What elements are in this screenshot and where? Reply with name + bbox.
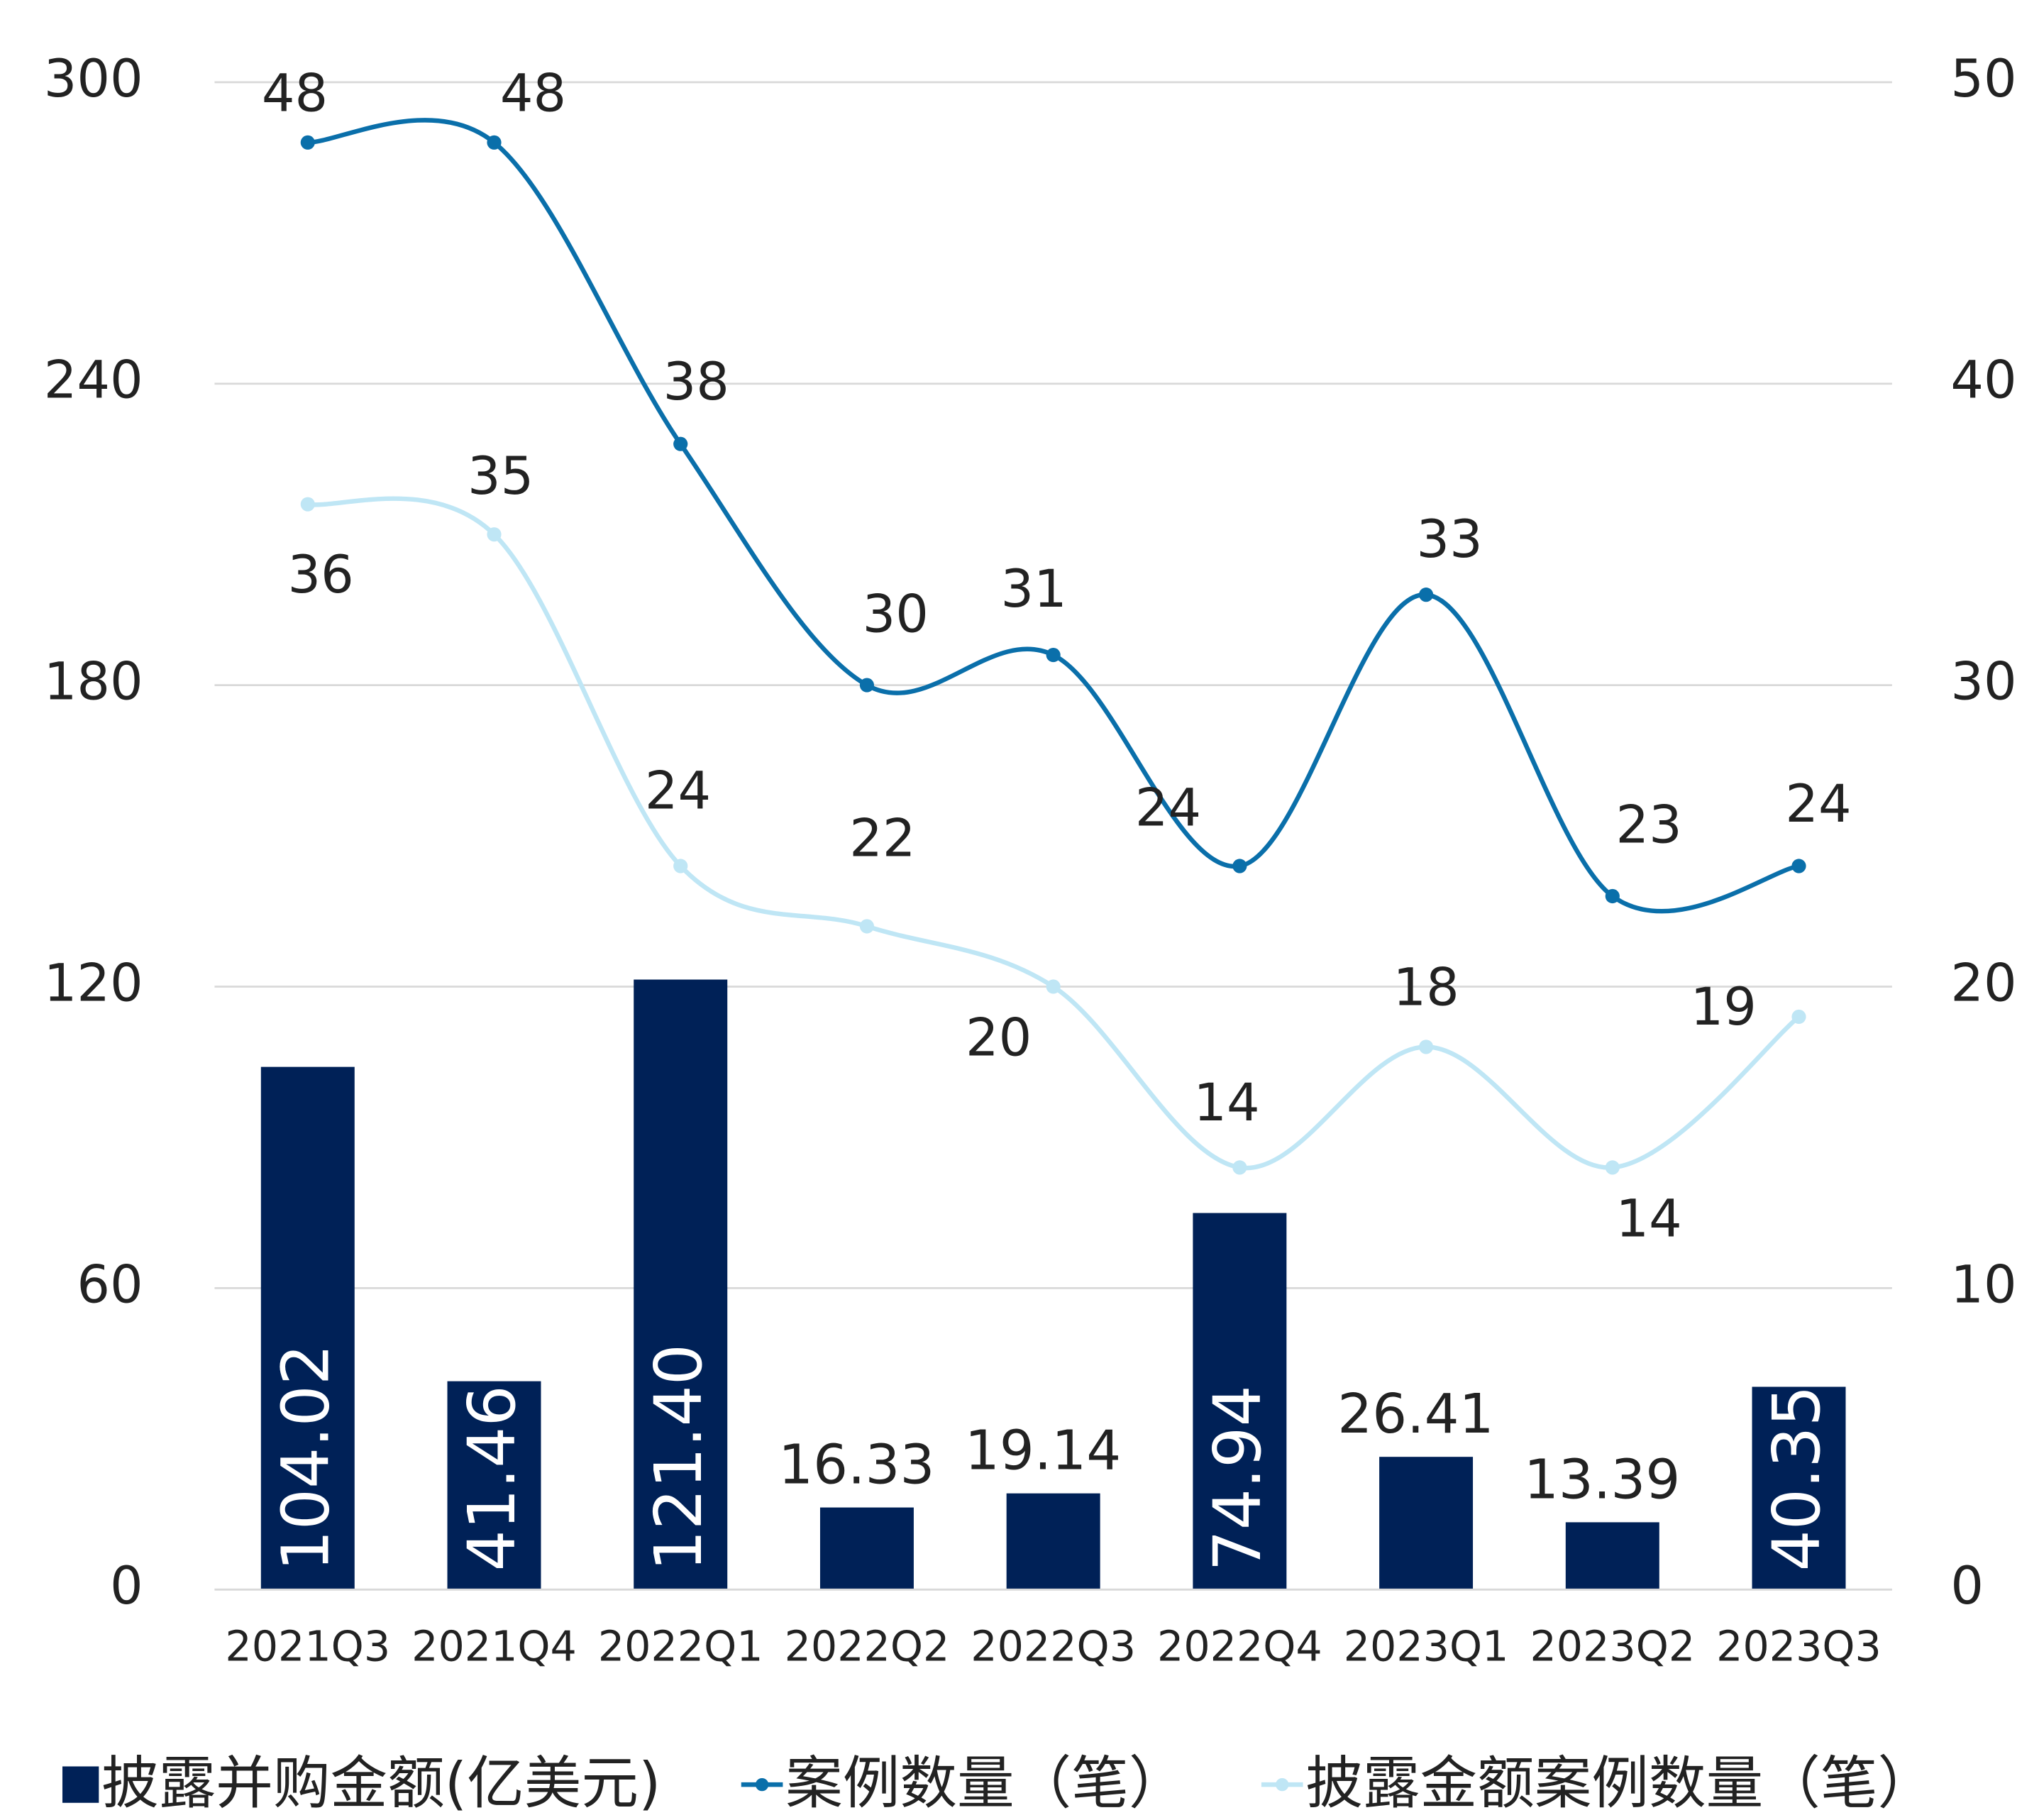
- x-tick-label: 2022Q2: [785, 1623, 950, 1671]
- line-point: [859, 678, 875, 693]
- line-value-label: 14: [1615, 1188, 1681, 1249]
- line-point: [300, 497, 315, 512]
- line-point: [859, 919, 875, 934]
- x-tick-label: 2021Q4: [411, 1623, 577, 1671]
- line-point: [1791, 859, 1806, 873]
- bar: [1379, 1457, 1474, 1590]
- y2-tick-label: 10: [1950, 1254, 2016, 1315]
- line-value-label: 33: [1416, 509, 1482, 570]
- bar-value-label: 16.33: [778, 1434, 934, 1497]
- bar: [1752, 1386, 1846, 1590]
- line-value-label: 24: [1135, 778, 1201, 839]
- y-tick-label: 180: [44, 652, 143, 712]
- x-tick-label: 2021Q3: [225, 1623, 390, 1671]
- line-value-label: 14: [1193, 1073, 1259, 1133]
- y2-tick-label: 40: [1950, 351, 2016, 411]
- line-point: [1232, 1160, 1247, 1175]
- x-tick-label: 2022Q3: [971, 1623, 1136, 1671]
- line-point: [1232, 859, 1247, 873]
- legend-item: 案例数量（笔）: [741, 1750, 1186, 1817]
- bar-value-label: 40.35: [1759, 1385, 1835, 1571]
- bar: [634, 979, 728, 1590]
- y2-tick-label: 30: [1950, 652, 2016, 712]
- line-value-label: 48: [500, 64, 566, 124]
- bar-value-label: 41.46: [454, 1385, 530, 1571]
- line-value-label: 22: [849, 808, 915, 868]
- bar-value-label: 74.94: [1200, 1385, 1276, 1571]
- line-point: [673, 436, 688, 451]
- y-tick-label: 120: [44, 953, 143, 1013]
- line-value-label: 23: [1615, 795, 1681, 856]
- line-point: [1046, 979, 1061, 994]
- bar: [260, 1066, 355, 1590]
- legend-item: 披露并购金额(亿美元): [62, 1750, 661, 1817]
- bar: [1193, 1213, 1287, 1590]
- legend-marker: [755, 1777, 769, 1792]
- legend-label: 披露金额案例数量（笔）: [1305, 1750, 1935, 1817]
- line-value-label: 20: [966, 1008, 1032, 1068]
- x-tick-label: 2022Q1: [598, 1623, 763, 1671]
- line-value-label: 35: [468, 446, 534, 507]
- x-tick-label: 2022Q4: [1157, 1623, 1322, 1671]
- line-value-label: 19: [1691, 977, 1757, 1037]
- y2-tick-label: 0: [1950, 1556, 1984, 1616]
- line-point: [673, 859, 688, 873]
- legend-label: 案例数量（笔）: [785, 1750, 1186, 1817]
- line-value-label: 24: [645, 761, 711, 822]
- bar: [447, 1381, 541, 1590]
- y-tick-label: 60: [77, 1254, 143, 1315]
- line-point: [300, 135, 315, 150]
- bar-value-label: 13.39: [1524, 1448, 1680, 1511]
- legend-swatch: [62, 1766, 99, 1803]
- legend-item: 披露金额案例数量（笔）: [1261, 1750, 1935, 1817]
- y-tick-label: 0: [110, 1556, 143, 1616]
- line-value-label: 18: [1393, 958, 1459, 1018]
- bar: [1565, 1522, 1659, 1590]
- line: [307, 118, 1800, 914]
- x-tick-label: 2023Q2: [1530, 1623, 1695, 1671]
- line-value-label: 31: [1001, 559, 1067, 619]
- line-point: [487, 135, 502, 150]
- line-value-label: 30: [863, 584, 929, 644]
- line-point: [487, 527, 502, 542]
- y-tick-label: 300: [44, 49, 143, 109]
- bar-value-label: 121.40: [641, 1344, 717, 1572]
- y2-tick-label: 50: [1950, 49, 2016, 109]
- bar-value-label: 19.14: [965, 1420, 1121, 1483]
- line-value-label: 24: [1785, 774, 1851, 834]
- x-tick-label: 2023Q1: [1344, 1623, 1509, 1671]
- line-value-label: 48: [262, 64, 328, 124]
- y2-tick-label: 20: [1950, 953, 2016, 1013]
- bar-value-label: 26.41: [1337, 1383, 1493, 1446]
- y-tick-label: 240: [44, 351, 143, 411]
- line-value-label: 36: [287, 545, 353, 605]
- legend-marker: [1276, 1777, 1289, 1792]
- line-point: [1791, 1009, 1806, 1025]
- line-point: [1419, 588, 1434, 602]
- line-point: [1605, 1160, 1620, 1175]
- bar: [819, 1507, 914, 1590]
- line-point: [1605, 888, 1620, 904]
- x-tick-label: 2023Q3: [1716, 1623, 1881, 1671]
- legend-label: 披露并购金额(亿美元): [101, 1750, 661, 1817]
- line-value-label: 38: [663, 352, 729, 412]
- bar-value-label: 104.02: [267, 1344, 343, 1572]
- line-point: [1419, 1039, 1434, 1054]
- line-point: [1046, 648, 1061, 663]
- bar: [1006, 1493, 1100, 1590]
